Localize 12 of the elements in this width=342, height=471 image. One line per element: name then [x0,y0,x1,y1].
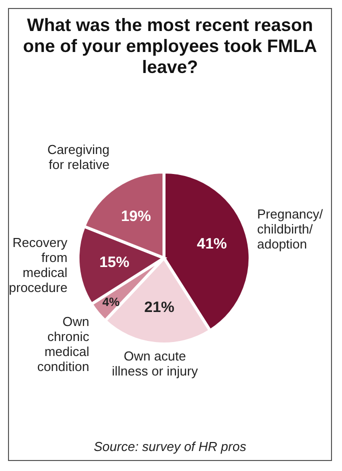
data-label: 21% [144,299,174,316]
data-label: 4% [102,294,120,309]
slice-label: Own acute illness or injury [112,348,198,379]
slice-label: Own chronic medical condition [37,314,90,374]
data-label: 41% [196,236,227,253]
slice-label: Recovery from medical procedure [8,235,68,296]
source-note: Source: survey of HR pros [92,439,248,454]
slice-label: Pregnancy/ childbirth/ adoption [257,206,324,252]
data-label: 15% [99,254,130,272]
chart-title: What was the most recent reason one of your employees took FMLA leave? [22,14,318,78]
slice-label: Caregiving for relative [47,142,110,172]
data-label: 19% [120,208,151,226]
